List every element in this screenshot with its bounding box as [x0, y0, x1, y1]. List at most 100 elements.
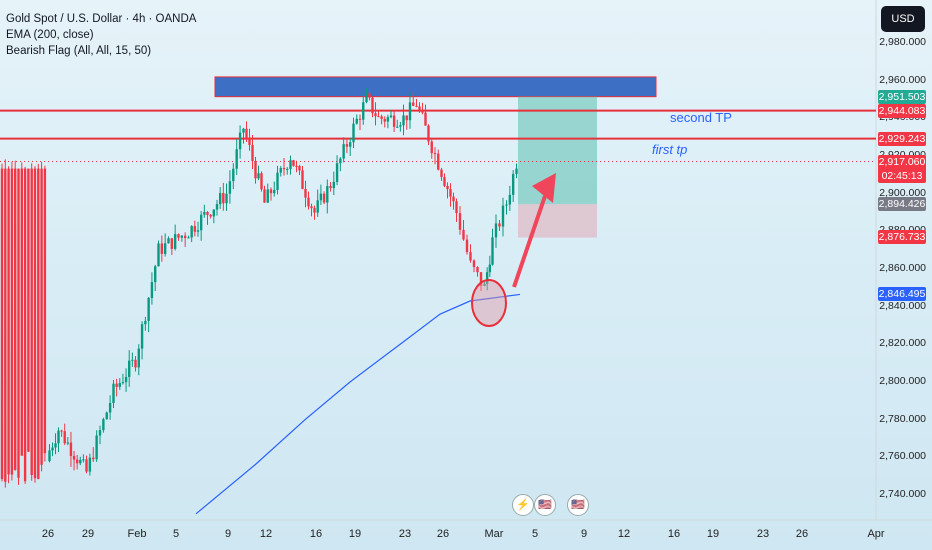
candle-body	[27, 168, 30, 452]
candle-body	[140, 324, 144, 349]
target-zone[interactable]	[518, 96, 597, 205]
candle-body	[472, 260, 476, 268]
candle-body	[358, 118, 362, 120]
candle-body	[60, 430, 63, 432]
candle-body	[75, 459, 79, 464]
candle-body	[289, 160, 292, 169]
candle-body	[228, 181, 232, 194]
candle-body	[23, 168, 27, 482]
price-badge: 2,876.733	[878, 230, 926, 245]
candle-body	[54, 443, 57, 448]
candle-body	[339, 158, 342, 164]
candle-body	[462, 229, 465, 240]
time-tick-label: 23	[756, 528, 770, 540]
price-badge-value: 2,951.503	[878, 90, 926, 103]
first-tp-label: first tp	[652, 142, 688, 157]
candle-body	[465, 239, 469, 253]
stop-zone[interactable]	[518, 204, 597, 238]
price-badge-value: 2,846.495	[878, 288, 926, 301]
ema-indicator-label[interactable]: EMA (200, close)	[6, 29, 94, 41]
candle-body	[402, 115, 405, 126]
price-tick-label: 2,760.000	[879, 450, 926, 463]
time-tick-label: 5	[531, 528, 539, 540]
highlight-circle[interactable]	[471, 279, 507, 327]
price-tick-label: 2,840.000	[879, 299, 926, 312]
price-tick-label: 2,820.000	[879, 337, 926, 350]
candle-body	[383, 118, 386, 122]
candle-body	[92, 457, 95, 460]
price-badge-value: 2,944.083	[878, 104, 926, 117]
candle-body	[242, 128, 245, 133]
candle-body	[292, 160, 295, 166]
price-badge: 2,929.243	[878, 131, 926, 146]
candle-body	[10, 168, 14, 475]
candle-body	[269, 189, 273, 194]
candle-body	[199, 214, 203, 231]
candle-body	[43, 168, 47, 454]
time-tick-label: Mar	[484, 528, 504, 540]
candle-body	[137, 348, 140, 368]
candle-body	[301, 170, 304, 189]
candle-body	[209, 214, 212, 217]
time-tick-label: Apr	[867, 528, 885, 540]
candle-body	[170, 238, 174, 249]
candle-body	[322, 193, 326, 203]
currency-button[interactable]: USD	[881, 6, 925, 32]
candle-body	[319, 193, 323, 201]
lightning-icon[interactable]: ⚡	[512, 494, 534, 516]
candle-body	[20, 168, 23, 456]
candle-body	[232, 168, 235, 182]
countdown-timer: 02:45:13	[881, 169, 923, 182]
candle-body	[254, 160, 257, 179]
candle-body	[430, 141, 433, 154]
candle-body	[0, 168, 4, 480]
candle-body	[345, 144, 349, 147]
candle-body	[203, 211, 206, 215]
candle-body	[421, 109, 424, 113]
candle-body	[157, 243, 160, 267]
candle-body	[483, 284, 486, 286]
candle-body	[63, 431, 66, 444]
candle-body	[150, 282, 154, 298]
candle-body	[7, 168, 10, 475]
price-tick-label: 2,800.000	[879, 375, 926, 387]
candle-body	[329, 186, 332, 189]
candle-body	[304, 188, 307, 198]
price-badge: 2,894.426	[878, 197, 926, 212]
candle-body	[235, 149, 238, 169]
trend-arrow[interactable]	[512, 195, 547, 288]
candle-body	[511, 173, 515, 195]
candle-body	[183, 235, 187, 238]
time-tick-label: 12	[259, 528, 273, 540]
candle-body	[193, 226, 197, 232]
candle-body	[251, 145, 254, 161]
time-tick-label: 9	[580, 528, 588, 540]
candle-body	[501, 205, 505, 227]
time-tick-label: 19	[348, 528, 362, 540]
candle-body	[352, 123, 355, 143]
candle-body	[505, 204, 508, 206]
candle-body	[415, 105, 418, 107]
ema-200-line[interactable]	[195, 293, 521, 515]
candle-body	[418, 106, 421, 110]
candle-body	[427, 125, 430, 142]
us-flag-icon[interactable]: 🇺🇸	[567, 494, 589, 516]
candle-body	[498, 223, 501, 227]
candle-body	[412, 102, 415, 106]
candle-body	[88, 457, 92, 472]
candle-body	[51, 447, 54, 451]
candle-body	[437, 153, 440, 170]
price-tick-label: 2,860.000	[879, 262, 926, 274]
price-badge-value: 2,929.243	[878, 132, 926, 145]
candle-body	[206, 211, 209, 215]
us-flag-icon[interactable]: 🇺🇸	[534, 494, 556, 516]
price-badge-value: 2,876.733	[878, 231, 926, 244]
resistance-zone[interactable]	[214, 76, 657, 98]
candle-body	[313, 208, 316, 213]
candle-body	[485, 272, 489, 285]
candle-body	[282, 168, 286, 170]
pattern-indicator-label[interactable]: Bearish Flag (All, All, 15, 50)	[6, 45, 152, 57]
symbol-title[interactable]: Gold Spot / U.S. Dollar · 4h · OANDA	[6, 13, 197, 25]
candle-body	[469, 252, 472, 261]
